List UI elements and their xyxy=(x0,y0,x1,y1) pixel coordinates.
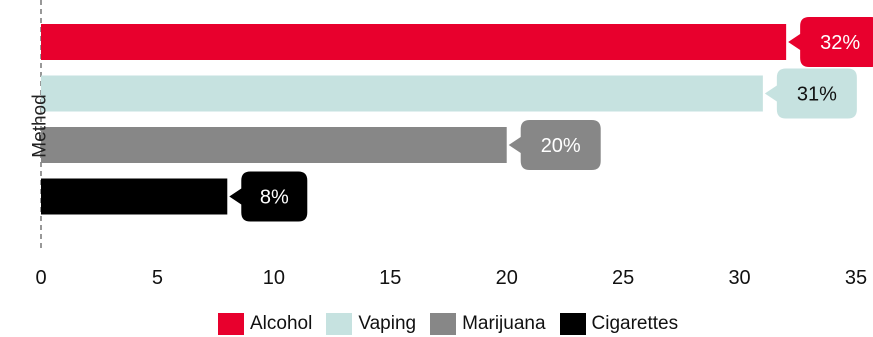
data-label-callout-cigarettes xyxy=(229,171,308,222)
data-labels-group: 32% 31% 20% 8% xyxy=(229,17,873,222)
x-tick-label: 30 xyxy=(728,267,750,289)
x-tick-label: 5 xyxy=(152,267,163,289)
legend-item-alcohol: Alcohol xyxy=(218,313,312,335)
legend-item-vaping: Vaping xyxy=(326,313,416,335)
bar-alcohol xyxy=(41,24,787,60)
legend-swatch-cigarettes xyxy=(559,313,586,335)
bar-cigarettes xyxy=(41,178,228,215)
legend-swatch-vaping xyxy=(326,313,353,335)
x-tick-label: 20 xyxy=(496,267,518,289)
x-tick-label: 35 xyxy=(845,267,867,289)
data-label-callout-marijuana xyxy=(508,120,601,170)
y-axis-title: Method xyxy=(29,94,51,158)
bars-group xyxy=(41,24,787,215)
legend-swatch-marijuana xyxy=(430,313,457,335)
legend-label-alcohol: Alcohol xyxy=(250,313,313,334)
data-label-marijuana: 20% xyxy=(541,135,581,157)
legend-label-vaping: Vaping xyxy=(358,313,417,334)
data-label-cigarettes: 8% xyxy=(260,187,289,209)
data-label-callout-alcohol xyxy=(788,17,873,67)
legend-item-marijuana: Marijuana xyxy=(430,313,546,335)
x-tick-label: 15 xyxy=(379,267,401,289)
legend-label-marijuana: Marijuana xyxy=(462,313,546,334)
x-tick-label: 25 xyxy=(612,267,634,289)
data-label-vaping: 31% xyxy=(797,84,837,106)
legend-label-cigarettes: Cigarettes xyxy=(591,313,679,334)
x-tick-label: 10 xyxy=(263,267,285,289)
bar-vaping xyxy=(41,75,763,112)
x-tick-label: 0 xyxy=(35,267,46,289)
legend-swatch-alcohol xyxy=(218,313,244,335)
x-tick-labels: 0 5 10 15 20 25 30 35 xyxy=(35,267,867,289)
bar-marijuana xyxy=(41,127,507,163)
data-label-alcohol: 32% xyxy=(820,32,860,54)
legend: Alcohol Vaping Marijuana Cigarettes xyxy=(218,313,692,335)
legend-item-cigarettes: Cigarettes xyxy=(559,313,679,335)
data-label-callout-vaping xyxy=(764,68,857,119)
